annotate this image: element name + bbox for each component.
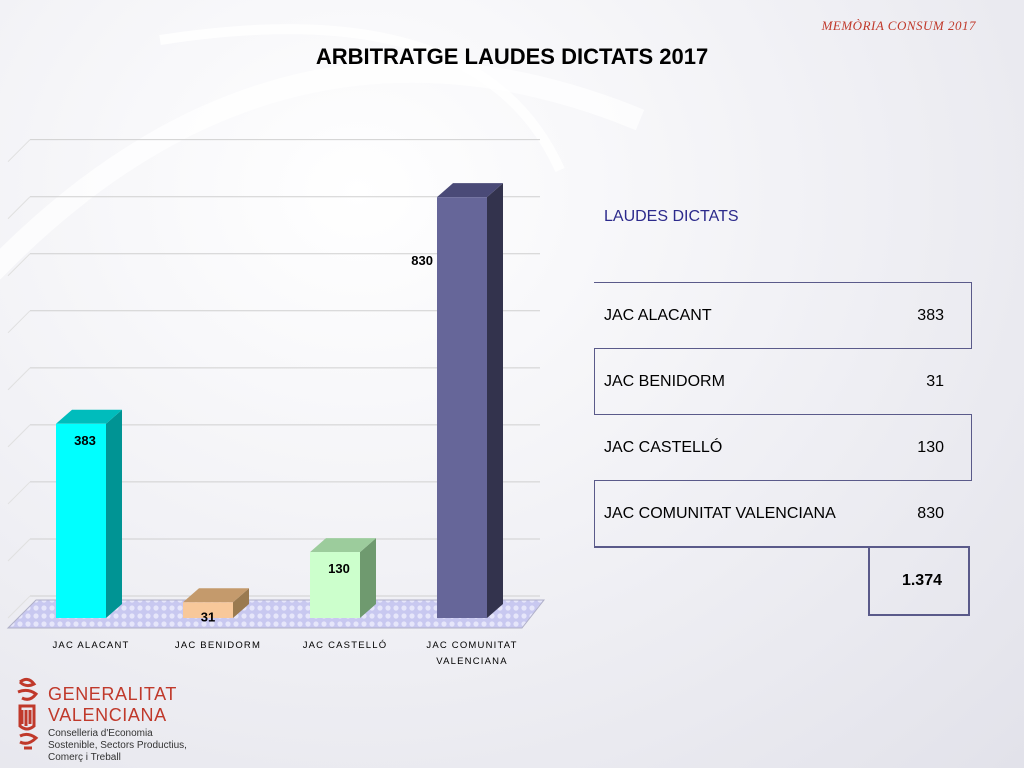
grid-line bbox=[7, 367, 31, 391]
logo-sub-line3: Comerç i Treball bbox=[48, 752, 121, 763]
total-divider bbox=[594, 546, 870, 548]
bar-side bbox=[360, 538, 376, 618]
row-value: 130 bbox=[917, 439, 944, 456]
grid-line bbox=[7, 196, 31, 220]
bar-chart: 383 JAC ALACANT 31 JAC BENIDORM 130 JAC CASTE… bbox=[6, 139, 546, 667]
table-row: JAC BENIDORM 31 bbox=[594, 348, 972, 415]
generalitat-logo: GENERALITAT VALENCIANA Conselleria d'Eco… bbox=[14, 676, 214, 764]
chart-floor bbox=[6, 599, 546, 629]
row-value: 383 bbox=[917, 307, 944, 324]
logo-sub-line1: Conselleria d'Economia bbox=[48, 728, 153, 739]
x-tick-label: JAC CASTELLÓ bbox=[303, 640, 388, 651]
data-label: 130 bbox=[328, 561, 350, 576]
grid-line bbox=[7, 424, 31, 448]
bar-top bbox=[437, 183, 503, 198]
bar-top bbox=[56, 409, 122, 424]
data-label: 830 bbox=[411, 253, 433, 268]
bar bbox=[183, 602, 233, 618]
row-value: 830 bbox=[917, 505, 944, 522]
grid-line bbox=[7, 139, 31, 163]
grid-line bbox=[7, 595, 31, 619]
row-name: JAC COMUNITAT VALENCIANA bbox=[604, 505, 836, 522]
x-tick-label: JAC BENIDORM bbox=[175, 640, 261, 651]
grid-line bbox=[7, 310, 31, 334]
header-note: MEMÒRIA CONSUM 2017 bbox=[821, 18, 976, 33]
logo-name-line2: VALENCIANA bbox=[48, 705, 167, 725]
table-heading: LAUDES DICTATS bbox=[604, 208, 739, 225]
row-name: JAC BENIDORM bbox=[604, 373, 725, 390]
row-name: JAC CASTELLÓ bbox=[604, 439, 723, 456]
table-row: JAC ALACANT 383 bbox=[594, 282, 972, 349]
row-value: 31 bbox=[926, 373, 944, 390]
chart-title: ARBITRATGE LAUDES DICTATS 2017 bbox=[315, 44, 709, 69]
bar bbox=[56, 423, 106, 618]
logo-name-line1: GENERALITAT bbox=[48, 684, 177, 704]
grid-line bbox=[7, 481, 31, 505]
logo-sub-line2: Sostenible, Sectors Productius, bbox=[48, 740, 187, 751]
bar-side bbox=[106, 409, 122, 618]
x-tick-label: JAC COMUNITAT bbox=[426, 640, 517, 651]
table-row: JAC CASTELLÓ 130 bbox=[594, 414, 972, 481]
total-box: 1.374 bbox=[868, 546, 970, 616]
data-label: 383 bbox=[74, 433, 96, 448]
bar-side bbox=[487, 183, 503, 618]
table-row: JAC COMUNITAT VALENCIANA 830 bbox=[594, 480, 972, 547]
row-name: JAC ALACANT bbox=[604, 307, 712, 324]
bar-side bbox=[233, 588, 249, 618]
data-label: 31 bbox=[201, 609, 215, 624]
bar bbox=[310, 552, 360, 618]
x-tick-label: VALENCIANA bbox=[436, 656, 507, 667]
bar bbox=[437, 197, 487, 618]
total-value: 1.374 bbox=[901, 572, 942, 589]
grid-line bbox=[7, 538, 31, 562]
bar-top bbox=[310, 538, 376, 553]
x-tick-label: JAC ALACANT bbox=[52, 640, 129, 651]
coat-of-arms-icon bbox=[17, 677, 39, 750]
grid-line bbox=[7, 253, 31, 277]
bar-top bbox=[183, 588, 249, 603]
